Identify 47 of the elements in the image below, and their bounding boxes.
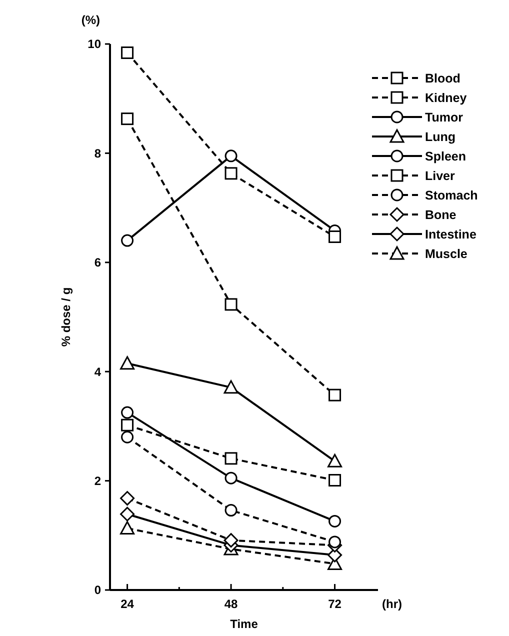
y-tick-label: 2 — [94, 474, 102, 488]
legend-label: Intestine — [425, 227, 476, 242]
legend-label: Blood — [425, 71, 460, 86]
legend-label: Kidney — [425, 90, 467, 105]
point — [121, 430, 134, 444]
x-tick-label: 48 — [224, 597, 238, 611]
legend-label: Bone — [425, 208, 456, 222]
point — [328, 514, 342, 528]
legend-label: Spleen — [425, 149, 466, 164]
y-tick-label: 10 — [88, 37, 102, 52]
point — [121, 46, 134, 59]
point — [121, 418, 134, 432]
legend-label: Lung — [425, 130, 456, 144]
y-axis-title: % dose / g — [59, 287, 73, 347]
x-tick-label: 24 — [120, 597, 134, 611]
point — [224, 298, 238, 311]
point — [224, 167, 238, 180]
point — [224, 452, 238, 465]
point — [328, 388, 342, 402]
point — [224, 380, 238, 394]
point — [121, 234, 134, 247]
point — [328, 454, 342, 468]
point — [120, 491, 135, 506]
point — [120, 506, 135, 522]
y-tick-label: 8 — [94, 146, 102, 160]
y-tick-label: 0 — [94, 583, 102, 598]
legend-label: Stomach — [425, 188, 478, 202]
point — [328, 536, 342, 548]
y-tick-label: 4 — [94, 364, 102, 379]
y-tick-label: 6 — [94, 256, 102, 270]
point — [328, 474, 342, 487]
point — [224, 150, 238, 162]
point — [121, 112, 134, 126]
text: (hr) — [382, 597, 402, 611]
point — [120, 521, 135, 535]
legend-label: Liver — [425, 168, 456, 183]
point — [328, 230, 342, 243]
point — [120, 356, 135, 370]
legend-label: Tumor — [425, 110, 464, 124]
point — [224, 504, 238, 517]
x-tick-label: 72 — [328, 597, 342, 611]
point — [224, 472, 238, 484]
x-axis-title: Time — [230, 617, 258, 631]
legend-label: Muscle — [425, 246, 468, 261]
text: (%) — [81, 13, 100, 27]
point — [224, 533, 238, 548]
point — [121, 406, 134, 419]
